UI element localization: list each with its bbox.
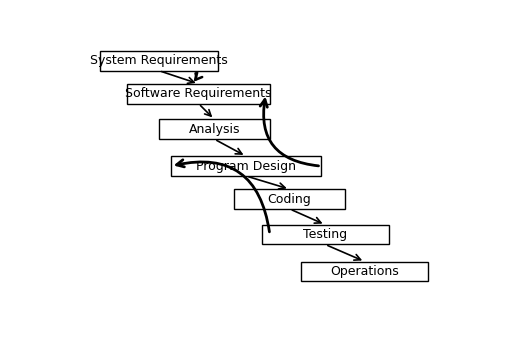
- FancyBboxPatch shape: [301, 262, 428, 281]
- FancyBboxPatch shape: [100, 51, 218, 71]
- Text: Software Requirements: Software Requirements: [125, 87, 272, 100]
- FancyBboxPatch shape: [262, 225, 389, 245]
- FancyBboxPatch shape: [127, 84, 270, 104]
- Text: System Requirements: System Requirements: [90, 54, 228, 67]
- Text: Analysis: Analysis: [189, 123, 240, 136]
- FancyBboxPatch shape: [234, 189, 345, 209]
- Text: Program Design: Program Design: [196, 160, 296, 173]
- Text: Operations: Operations: [331, 265, 399, 278]
- FancyBboxPatch shape: [171, 156, 321, 176]
- Text: Testing: Testing: [303, 228, 347, 241]
- Text: Coding: Coding: [268, 193, 312, 206]
- FancyBboxPatch shape: [159, 119, 270, 139]
